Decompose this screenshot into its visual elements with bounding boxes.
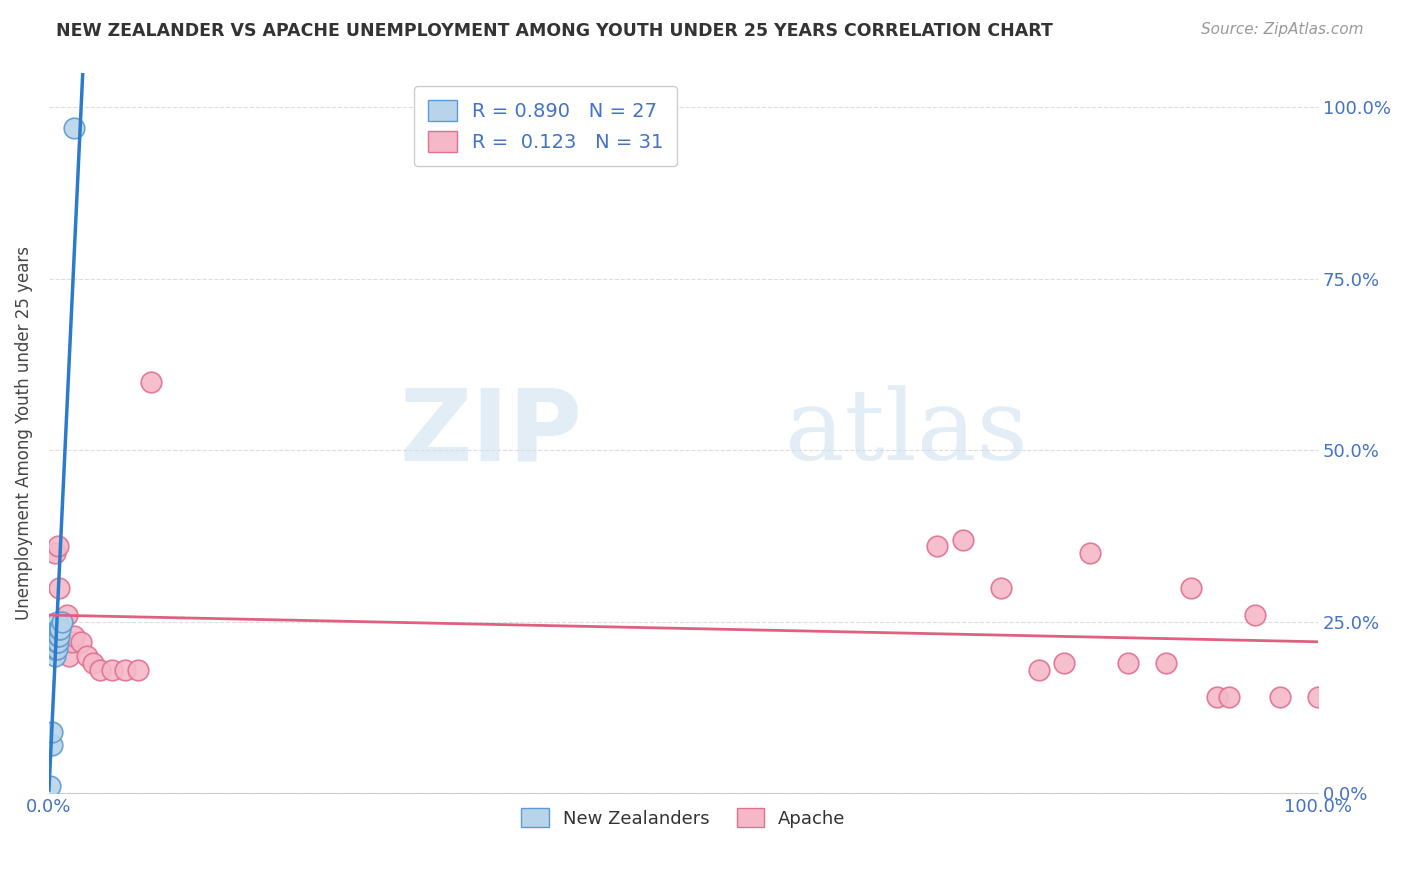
Point <box>48 629 70 643</box>
Point <box>927 540 949 554</box>
Point <box>45 629 67 643</box>
Point <box>63 120 86 135</box>
Point <box>45 622 67 636</box>
Point <box>46 635 69 649</box>
Point <box>39 780 62 794</box>
Point <box>1205 690 1227 705</box>
Point <box>82 656 104 670</box>
Text: Source: ZipAtlas.com: Source: ZipAtlas.com <box>1201 22 1364 37</box>
Point <box>952 533 974 547</box>
Point <box>51 615 73 629</box>
Point <box>1028 663 1050 677</box>
Point <box>60 635 83 649</box>
Point <box>990 581 1012 595</box>
Point <box>1116 656 1139 670</box>
Legend: New Zealanders, Apache: New Zealanders, Apache <box>515 800 853 835</box>
Point <box>44 546 66 560</box>
Point <box>1180 581 1202 595</box>
Point <box>114 663 136 677</box>
Point <box>139 375 162 389</box>
Y-axis label: Unemployment Among Youth under 25 years: Unemployment Among Youth under 25 years <box>15 246 32 620</box>
Point <box>44 649 66 664</box>
Point <box>1268 690 1291 705</box>
Point <box>45 635 67 649</box>
Point <box>1243 607 1265 622</box>
Point <box>63 629 86 643</box>
Point <box>44 635 66 649</box>
Point <box>69 635 91 649</box>
Point <box>1078 546 1101 560</box>
Point <box>51 615 73 629</box>
Point <box>45 642 67 657</box>
Point <box>101 663 124 677</box>
Point <box>89 663 111 677</box>
Point <box>76 649 98 664</box>
Point <box>44 642 66 657</box>
Point <box>41 739 63 753</box>
Point <box>49 622 72 636</box>
Point <box>1154 656 1177 670</box>
Point <box>46 540 69 554</box>
Point <box>41 724 63 739</box>
Point <box>127 663 149 677</box>
Point <box>1218 690 1240 705</box>
Point <box>42 642 65 657</box>
Point <box>42 642 65 657</box>
Point <box>42 629 65 643</box>
Point <box>42 635 65 649</box>
Text: atlas: atlas <box>785 385 1028 481</box>
Point <box>44 629 66 643</box>
Point <box>46 622 69 636</box>
Point <box>42 635 65 649</box>
Point <box>1308 690 1330 705</box>
Point <box>55 607 77 622</box>
Text: NEW ZEALANDER VS APACHE UNEMPLOYMENT AMONG YOUTH UNDER 25 YEARS CORRELATION CHAR: NEW ZEALANDER VS APACHE UNEMPLOYMENT AMO… <box>56 22 1053 40</box>
Point <box>53 635 76 649</box>
Text: ZIP: ZIP <box>399 384 582 482</box>
Point <box>48 581 70 595</box>
Point <box>1053 656 1076 670</box>
Point <box>45 635 67 649</box>
Point <box>45 615 67 629</box>
Point <box>48 622 70 636</box>
Point <box>58 649 80 664</box>
Point <box>46 629 69 643</box>
Point <box>42 629 65 643</box>
